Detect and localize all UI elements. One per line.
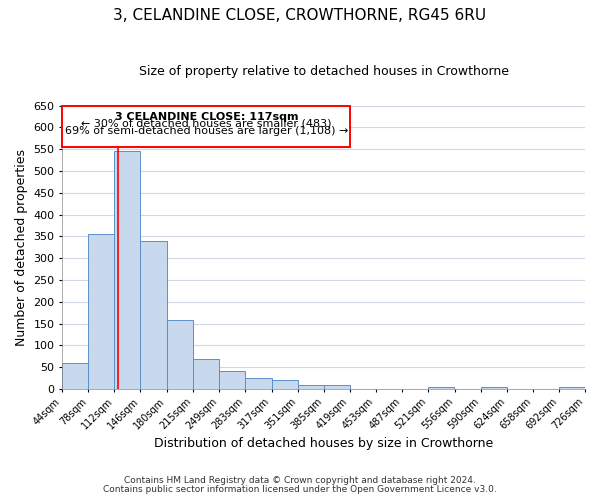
Bar	[298, 385, 323, 389]
Text: Contains HM Land Registry data © Crown copyright and database right 2024.: Contains HM Land Registry data © Crown c…	[124, 476, 476, 485]
Bar	[62, 362, 88, 389]
Text: 3 CELANDINE CLOSE: 117sqm: 3 CELANDINE CLOSE: 117sqm	[115, 112, 298, 122]
Text: ← 30% of detached houses are smaller (483): ← 30% of detached houses are smaller (48…	[81, 118, 332, 128]
Bar	[481, 387, 507, 389]
Y-axis label: Number of detached properties: Number of detached properties	[15, 148, 28, 346]
Bar	[115, 152, 140, 389]
X-axis label: Distribution of detached houses by size in Crowthorne: Distribution of detached houses by size …	[154, 437, 493, 450]
Bar	[88, 234, 115, 389]
Title: Size of property relative to detached houses in Crowthorne: Size of property relative to detached ho…	[139, 65, 509, 78]
Bar	[245, 378, 272, 389]
Bar	[220, 370, 245, 389]
Bar	[272, 380, 298, 389]
Text: Contains public sector information licensed under the Open Government Licence v3: Contains public sector information licen…	[103, 484, 497, 494]
Bar	[428, 387, 454, 389]
Bar	[167, 320, 193, 389]
Bar	[193, 359, 220, 389]
Bar	[140, 240, 167, 389]
Bar	[323, 385, 350, 389]
Text: 69% of semi-detached houses are larger (1,108) →: 69% of semi-detached houses are larger (…	[65, 126, 348, 136]
Bar	[559, 387, 585, 389]
Bar	[62, 106, 350, 147]
Text: 3, CELANDINE CLOSE, CROWTHORNE, RG45 6RU: 3, CELANDINE CLOSE, CROWTHORNE, RG45 6RU	[113, 8, 487, 22]
